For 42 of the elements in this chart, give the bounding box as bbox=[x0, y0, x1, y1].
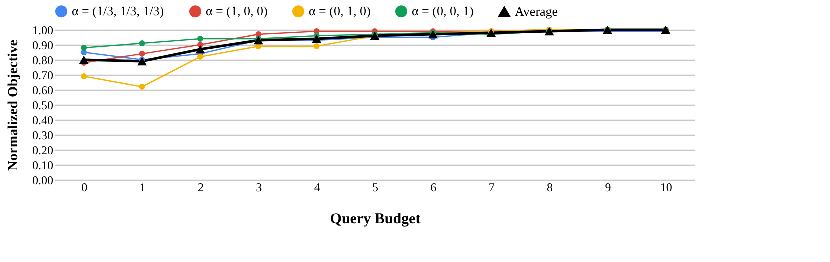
point bbox=[138, 57, 148, 66]
legend-label: α = (1, 0, 0) bbox=[206, 4, 268, 19]
y-tick-label: 1.00 bbox=[32, 24, 54, 38]
y-tick-label: 0.70 bbox=[32, 68, 54, 82]
x-tick-label: 4 bbox=[314, 180, 320, 194]
point bbox=[197, 54, 204, 60]
y-axis-title: Normalized Objective bbox=[6, 40, 22, 172]
y-tick-label: 0.00 bbox=[32, 174, 54, 188]
x-tick-label: 1 bbox=[140, 180, 146, 194]
x-tick-label: 2 bbox=[198, 180, 204, 194]
y-tick-label: 0.60 bbox=[32, 84, 54, 98]
y-tick-label: 0.10 bbox=[32, 158, 54, 172]
point bbox=[312, 34, 322, 44]
legend-label: α = (1/3, 1/3, 1/3) bbox=[72, 4, 164, 19]
x-tick-label: 9 bbox=[605, 180, 612, 194]
legend-label: α = (0, 1, 0) bbox=[309, 4, 371, 19]
point bbox=[79, 56, 89, 64]
x-tick-label: 7 bbox=[488, 180, 495, 194]
x-tick-label: 5 bbox=[372, 180, 378, 194]
x-tick-label: 8 bbox=[547, 180, 554, 194]
point bbox=[139, 51, 146, 57]
x-tick-label: 6 bbox=[430, 180, 437, 194]
point bbox=[139, 84, 146, 90]
point bbox=[81, 45, 88, 51]
point bbox=[428, 30, 438, 39]
y-tick-label: 0.40 bbox=[32, 114, 54, 128]
x-tick-label: 0 bbox=[82, 180, 88, 194]
point bbox=[196, 45, 206, 54]
legend-label: Average bbox=[515, 4, 558, 19]
y-tick-label: 0.20 bbox=[32, 144, 54, 158]
x-tick-label: 3 bbox=[256, 180, 262, 194]
point bbox=[139, 40, 146, 46]
y-tick-label: 0.30 bbox=[32, 128, 54, 142]
x-tick-label: 10 bbox=[660, 180, 672, 194]
x-axis-title: Query Budget bbox=[330, 212, 421, 228]
y-tick-label: 0.50 bbox=[32, 98, 54, 112]
legend-label: α = (0, 0, 1) bbox=[412, 4, 474, 19]
y-tick-label: 0.90 bbox=[32, 38, 54, 52]
point bbox=[197, 36, 204, 42]
point bbox=[314, 44, 320, 50]
point bbox=[81, 74, 88, 80]
y-tick-label: 0.80 bbox=[32, 54, 54, 68]
